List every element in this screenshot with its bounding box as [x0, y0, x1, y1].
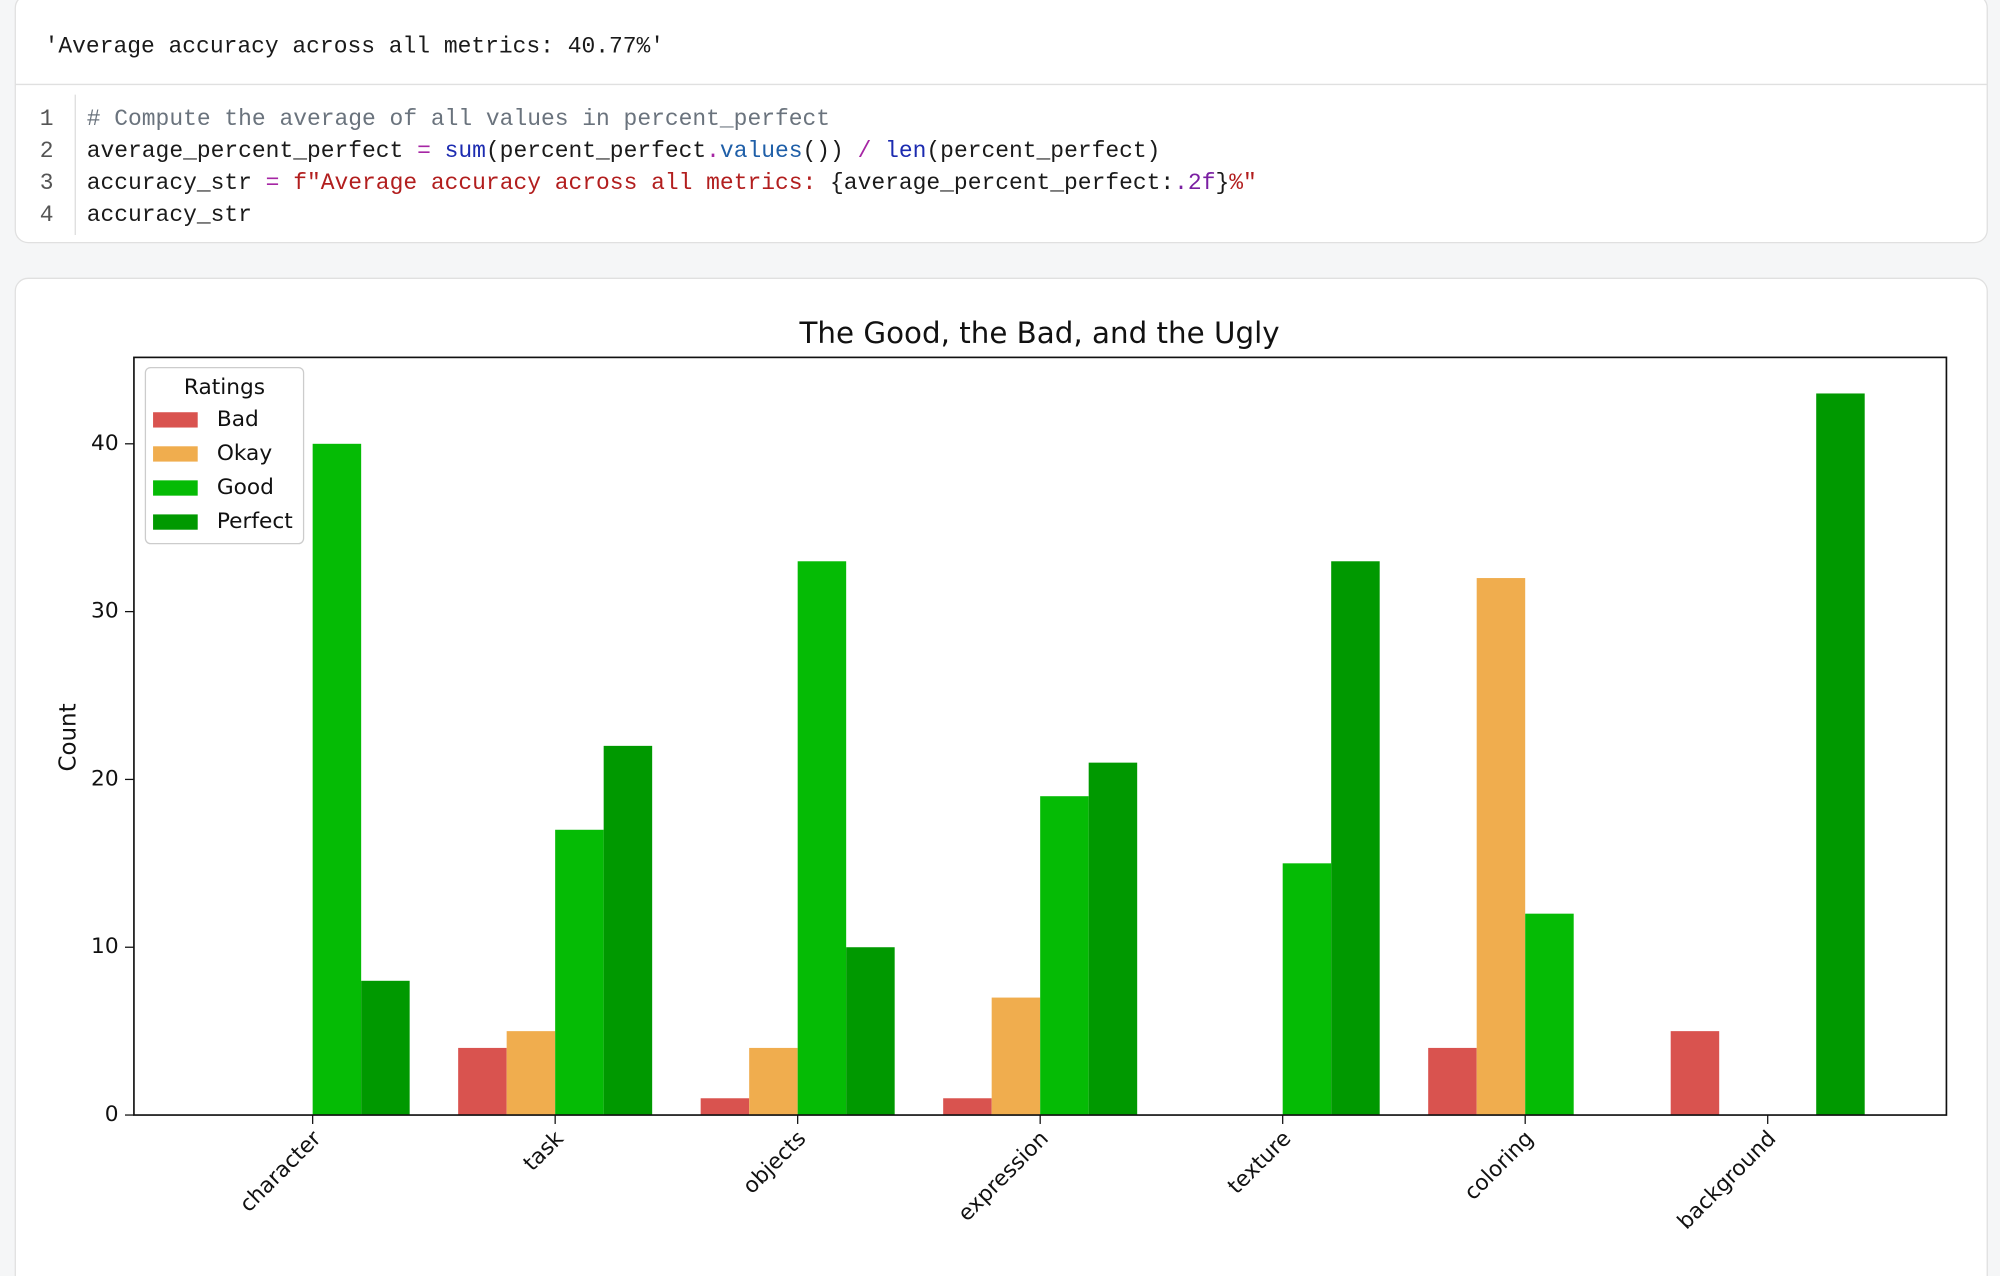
token: accuracy_str: [87, 170, 266, 196]
bar: [361, 980, 410, 1116]
line-number: 3: [40, 170, 54, 196]
token: (percent_perfect: [486, 138, 706, 164]
legend-swatch: [153, 446, 198, 462]
token: f"Average accuracy across all metrics:: [293, 170, 830, 196]
token: accuracy_str: [87, 202, 252, 228]
token: (percent_perfect): [926, 138, 1160, 164]
comment: # Compute the average of all values in p…: [87, 106, 830, 132]
cell-output: 'Average accuracy across all metrics: 40…: [45, 34, 664, 60]
token: }: [1215, 170, 1229, 196]
bar: [1040, 796, 1089, 1116]
y-tick-label: 30: [91, 599, 119, 624]
bar: [1816, 393, 1865, 1116]
bar: [1525, 913, 1574, 1116]
token: values: [720, 138, 803, 164]
token: [279, 170, 293, 196]
bar: [943, 1098, 992, 1116]
token: =: [266, 170, 280, 196]
output-cell: [14, 277, 1988, 1276]
bar: [846, 947, 895, 1116]
code-line: accuracy_str: [87, 202, 252, 228]
bar: [1331, 561, 1380, 1116]
bar: [1476, 578, 1526, 1116]
bar: [1428, 1047, 1477, 1116]
legend-label: Perfect: [217, 509, 293, 534]
token: [871, 138, 885, 164]
bar: [1282, 863, 1332, 1116]
token: [431, 138, 445, 164]
token: sum: [445, 138, 486, 164]
code-line: accuracy_str = f"Average accuracy across…: [87, 170, 1257, 196]
code-cell: [14, 0, 1988, 244]
bar: [458, 1047, 507, 1116]
bar: [603, 745, 653, 1116]
bar: [797, 561, 847, 1116]
bar: [749, 1047, 798, 1116]
legend-label: Good: [217, 475, 274, 500]
legend-label: Bad: [217, 407, 259, 432]
y-tick-label: 40: [91, 431, 119, 456]
token: /: [858, 138, 872, 164]
code-line: # Compute the average of all values in p…: [87, 106, 830, 132]
legend-title: Ratings: [184, 375, 265, 400]
bar: [1088, 762, 1138, 1116]
bar: [700, 1098, 750, 1116]
bar: [506, 1031, 556, 1116]
y-tick-label: 10: [91, 934, 119, 959]
token: average_percent_perfect: [87, 138, 417, 164]
token: len: [885, 138, 926, 164]
token: .: [706, 138, 720, 164]
plot-frame: [133, 356, 1948, 1116]
legend-box: [144, 366, 305, 545]
bar: [1670, 1031, 1720, 1116]
chart-title: The Good, the Bad, and the Ugly: [798, 316, 1279, 350]
token: .2f: [1174, 170, 1215, 196]
y-axis-label: Count: [55, 703, 81, 771]
y-tick-label: 20: [91, 766, 119, 791]
token: =: [417, 138, 431, 164]
legend-swatch: [153, 514, 198, 530]
line-number: 4: [40, 202, 54, 228]
token: ()): [803, 138, 858, 164]
token: {average_percent_perfect:: [830, 170, 1174, 196]
y-tick-label: 0: [105, 1102, 119, 1127]
bar: [312, 443, 362, 1116]
code-line: average_percent_perfect = sum(percent_pe…: [87, 138, 1161, 164]
legend-swatch: [153, 412, 198, 428]
legend-swatch: [153, 480, 198, 496]
bar: [555, 829, 604, 1116]
line-number: 1: [40, 106, 54, 132]
line-number: 2: [40, 138, 54, 164]
bar: [991, 997, 1041, 1116]
legend-label: Okay: [217, 441, 273, 466]
token: %": [1229, 170, 1257, 196]
